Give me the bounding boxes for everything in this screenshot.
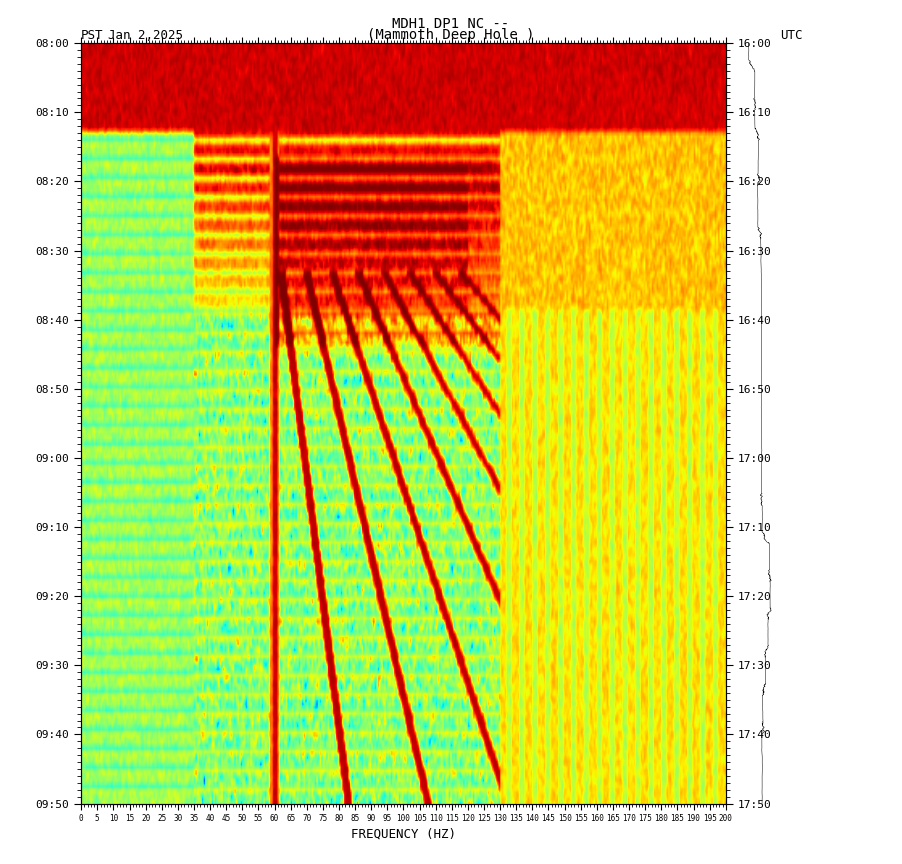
- Text: MDH1 DP1 NC --: MDH1 DP1 NC --: [392, 16, 510, 30]
- Text: Jan 2,2025: Jan 2,2025: [108, 29, 183, 41]
- Text: UTC: UTC: [780, 29, 803, 41]
- X-axis label: FREQUENCY (HZ): FREQUENCY (HZ): [351, 827, 456, 840]
- Text: PST: PST: [81, 29, 104, 41]
- Text: (Mammoth Deep Hole ): (Mammoth Deep Hole ): [367, 28, 535, 41]
